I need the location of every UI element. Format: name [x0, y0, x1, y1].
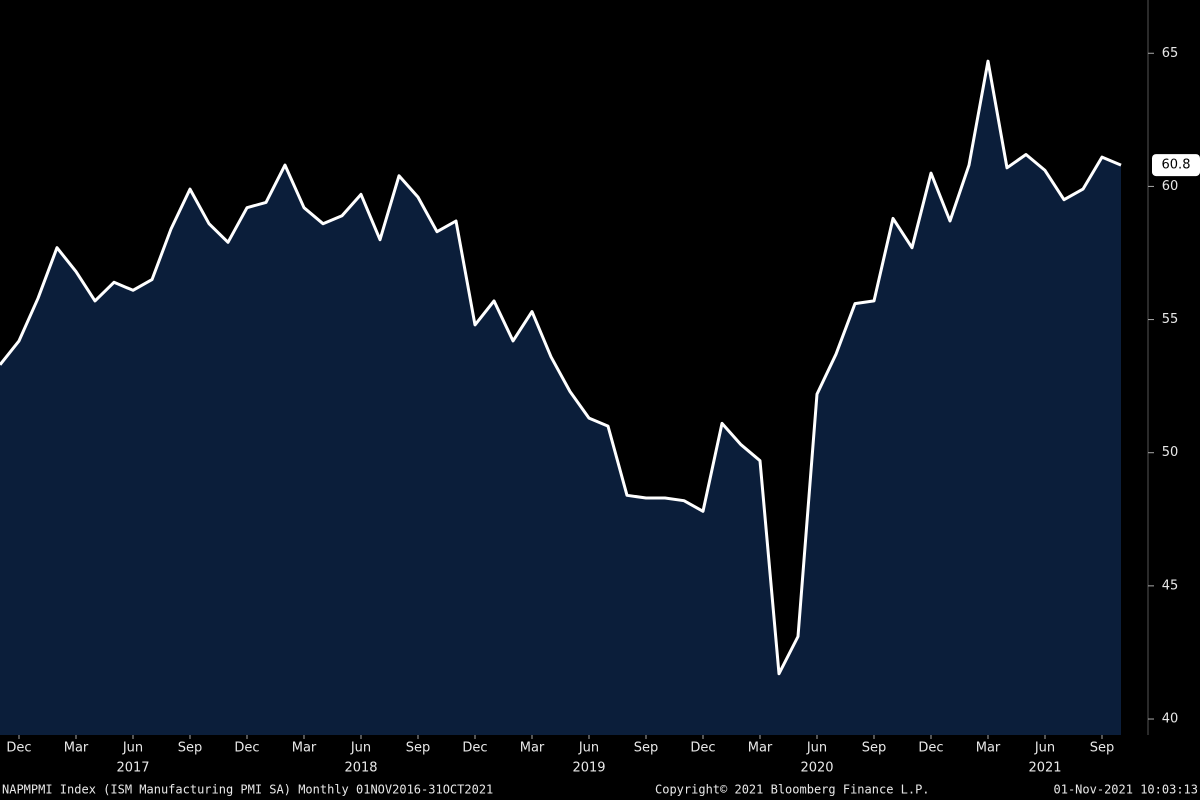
x-tick-label: Mar	[64, 741, 89, 756]
year-label: 2021	[1028, 761, 1061, 776]
area	[0, 61, 1121, 735]
x-tick-label: Jun	[578, 741, 599, 756]
last-value-label: 60.8	[1152, 154, 1200, 177]
line	[0, 59, 1122, 676]
y-tick-label: 60	[1162, 179, 1179, 194]
x-tick-label: Sep	[862, 741, 887, 756]
x-tick-label: Dec	[234, 741, 259, 756]
x-tick-label: Dec	[690, 741, 715, 756]
x-tick-label: Sep	[406, 741, 431, 756]
year-label: 2019	[572, 761, 605, 776]
x-tick-label: Mar	[292, 741, 317, 756]
x-tick-label: Jun	[806, 741, 827, 756]
x-tick-label: Mar	[748, 741, 773, 756]
x-tick-label: Jun	[350, 741, 371, 756]
x-tick-label: Jun	[1034, 741, 1055, 756]
footer-timestamp: 01-Nov-2021 10:03:13	[1054, 783, 1199, 797]
x-tick-label: Mar	[520, 741, 545, 756]
y-tick-label: 65	[1162, 46, 1179, 61]
year-label: 2018	[344, 761, 377, 776]
x-tick-label: Dec	[462, 741, 487, 756]
x-tick-label: Dec	[6, 741, 31, 756]
x-tick-label: Sep	[634, 741, 659, 756]
x-tick-label: Sep	[178, 741, 203, 756]
year-label: 2020	[800, 761, 833, 776]
y-tick-label: 40	[1162, 712, 1179, 727]
y-tick-label: 50	[1162, 445, 1179, 460]
x-tick-label: Sep	[1090, 741, 1115, 756]
x-tick-label: Jun	[122, 741, 143, 756]
x-tick-label: Mar	[976, 741, 1001, 756]
y-tick-label: 45	[1162, 578, 1179, 593]
last-value-box	[1152, 154, 1200, 177]
footer-description: NAPMPMI Index (ISM Manufacturing PMI SA)…	[2, 783, 493, 797]
year-label: 2017	[116, 761, 149, 776]
footer-copyright: Copyright© 2021 Bloomberg Finance L.P.	[655, 783, 930, 797]
x-tick-label: Dec	[918, 741, 943, 756]
last-value-text: 60.8	[1162, 158, 1191, 173]
y-tick-label: 55	[1162, 312, 1179, 327]
